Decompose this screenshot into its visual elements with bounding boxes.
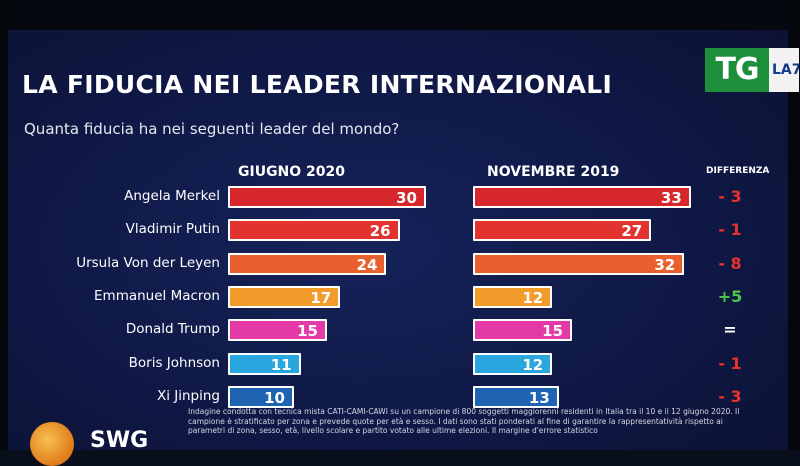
swg-logo-icon bbox=[30, 422, 74, 466]
la7-logo: LA7 bbox=[769, 48, 799, 92]
difference-angela-merkel: - 3 bbox=[718, 187, 742, 206]
leader-name-vladimir-putin: Vladimir Putin bbox=[125, 221, 220, 238]
difference-header: DIFFERENZA bbox=[706, 166, 770, 176]
bar-value-label: 12 bbox=[522, 288, 544, 307]
bar-value-label: 15 bbox=[542, 322, 563, 341]
difference-ursula-von-der-leyen: - 8 bbox=[718, 253, 742, 273]
leader-name-xi-jinping: Xi Jinping bbox=[156, 387, 220, 404]
bar-value-label: 24 bbox=[356, 255, 378, 274]
chart-title: LA FIDUCIA NEI LEADER INTERNAZIONALI bbox=[22, 70, 613, 99]
tv-bezel-top bbox=[0, 0, 800, 30]
bar-june-2020-donald-trump: 15 bbox=[228, 319, 327, 342]
bar-june-2020-xi-jinping: 10 bbox=[228, 385, 294, 408]
difference-donald-trump: = bbox=[723, 320, 737, 340]
bar-november-2019-emmanuel-macron: 12 bbox=[473, 285, 553, 308]
bar-november-2019-donald-trump: 15 bbox=[473, 319, 572, 342]
tv-bezel-right bbox=[788, 0, 800, 450]
leader-name-boris-johnson: Boris Johnson bbox=[128, 354, 220, 371]
series-header-june-2020: GIUGNO 2020 bbox=[238, 164, 346, 180]
leader-name-ursula-von-der-leyen: Ursula Von der Leyen bbox=[76, 254, 220, 271]
bar-june-2020-angela-merkel: 30 bbox=[228, 186, 426, 208]
leader-name-angela-merkel: Angela Merkel bbox=[124, 188, 220, 204]
bar-value-label: 33 bbox=[660, 189, 682, 207]
chart-subtitle: Quanta fiducia ha nei seguenti leader de… bbox=[24, 120, 400, 138]
bar-november-2019-vladimir-putin: 27 bbox=[473, 219, 652, 242]
bar-value-label: 32 bbox=[654, 255, 676, 274]
bar-value-label: 12 bbox=[522, 355, 544, 374]
bar-june-2020-emmanuel-macron: 17 bbox=[228, 285, 341, 308]
bar-june-2020-ursula-von-der-leyen: 24 bbox=[228, 252, 387, 275]
difference-boris-johnson: - 1 bbox=[718, 353, 742, 373]
bar-value-label: 17 bbox=[310, 288, 332, 307]
series-header-november-2019: NOVEMBRE 2019 bbox=[487, 164, 620, 180]
bar-june-2020-vladimir-putin: 26 bbox=[228, 219, 400, 242]
difference-emmanuel-macron: +5 bbox=[717, 286, 743, 306]
bar-value-label: 15 bbox=[297, 322, 318, 341]
swg-logo-text: SWG bbox=[90, 428, 149, 453]
bar-november-2019-xi-jinping: 13 bbox=[473, 385, 559, 408]
leader-name-donald-trump: Donald Trump bbox=[125, 321, 220, 338]
bar-november-2019-boris-johnson: 12 bbox=[473, 352, 553, 375]
bar-november-2019-angela-merkel: 33 bbox=[473, 186, 691, 208]
tg-logo: TG bbox=[705, 48, 769, 92]
bar-value-label: 27 bbox=[621, 222, 643, 241]
difference-vladimir-putin: - 1 bbox=[718, 220, 742, 240]
tv-bezel-left bbox=[0, 0, 8, 450]
bar-november-2019-ursula-von-der-leyen: 32 bbox=[473, 252, 685, 275]
bar-june-2020-boris-johnson: 11 bbox=[228, 352, 301, 375]
methodology-footnote: Indagine condotta con tecnica mista CATI… bbox=[188, 407, 740, 435]
difference-xi-jinping: - 3 bbox=[718, 386, 742, 406]
tv-screen bbox=[0, 0, 800, 450]
bar-value-label: 10 bbox=[264, 388, 285, 407]
bar-value-label: 11 bbox=[270, 355, 292, 374]
bar-value-label: 13 bbox=[528, 388, 550, 407]
bar-value-label: 30 bbox=[396, 189, 417, 207]
leader-name-emmanuel-macron: Emmanuel Macron bbox=[94, 287, 220, 304]
bar-value-label: 26 bbox=[369, 222, 391, 241]
